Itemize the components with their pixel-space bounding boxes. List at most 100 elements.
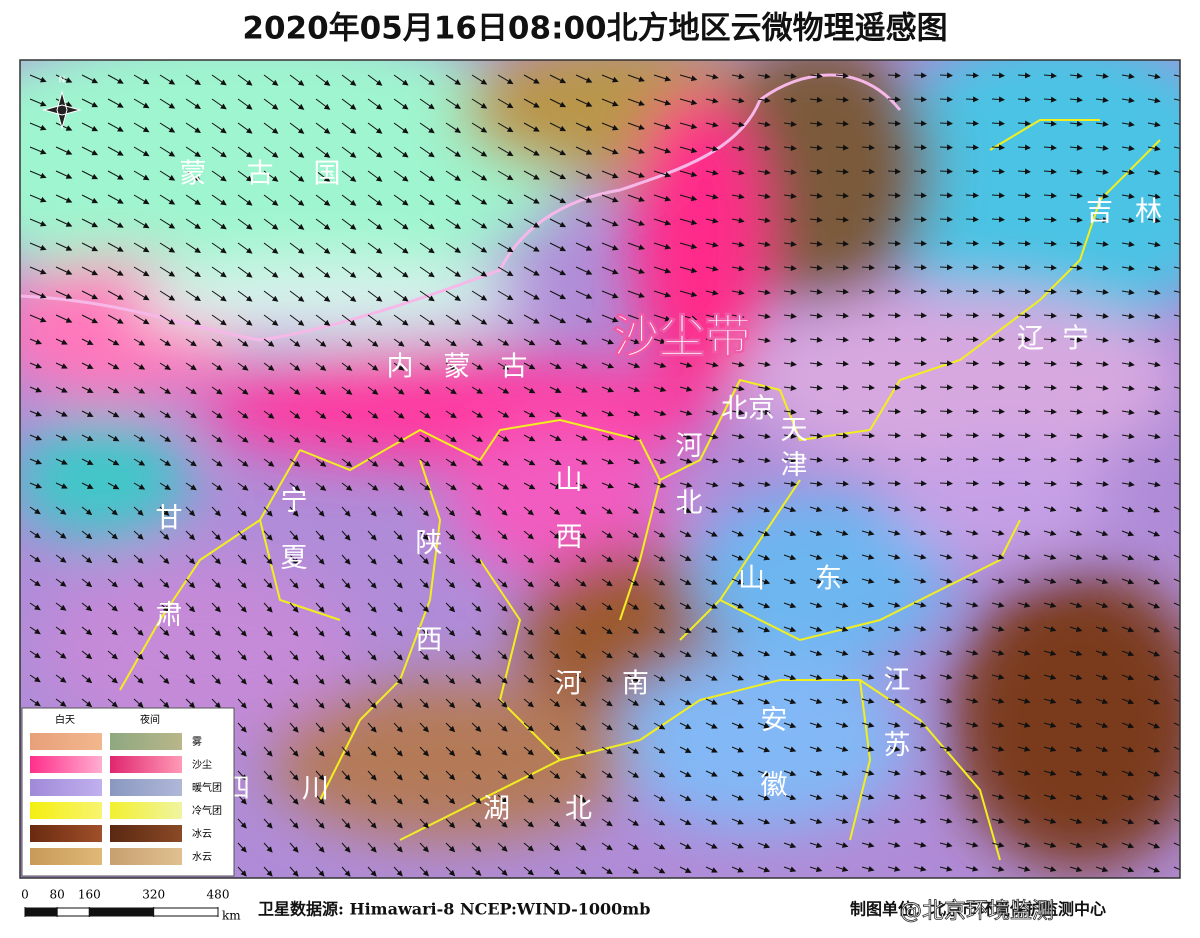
wind-arrow [809, 72, 823, 79]
wind-arrow [419, 362, 431, 371]
wind-arrow [783, 313, 797, 319]
wind-arrow [1147, 97, 1161, 104]
data-source: 卫星数据源: Himawari-8 NCEP:WIND-1000mb [258, 900, 650, 919]
wind-arrow [887, 456, 901, 463]
wind-arrow [627, 98, 645, 106]
wind-arrow [263, 170, 279, 182]
wind-arrow [1017, 529, 1031, 536]
province-label: 湖北 [483, 794, 647, 825]
wind-arrow [341, 122, 357, 134]
wind-arrow [861, 120, 875, 127]
legend-swatch [110, 802, 182, 819]
wind-arrow [497, 506, 508, 516]
wind-arrow [575, 218, 593, 227]
wind-arrow [471, 386, 484, 394]
wind-arrow [939, 264, 953, 271]
wind-arrow [601, 122, 619, 131]
wind-arrow [315, 410, 327, 419]
wind-arrow [653, 482, 667, 489]
legend-item: 暖气团 [192, 781, 222, 794]
wind-arrow [237, 506, 247, 517]
wind-arrow [601, 482, 615, 489]
wind-arrow [419, 266, 435, 278]
wind-arrow [289, 530, 299, 541]
wind-arrow [887, 216, 901, 223]
wind-arrow [601, 554, 613, 563]
wind-arrow [991, 432, 1005, 439]
wind-arrow [705, 169, 719, 176]
wind-arrow [1147, 361, 1161, 368]
wind-arrow [471, 98, 488, 109]
wind-arrow [601, 194, 619, 203]
legend-swatch [110, 733, 182, 750]
wind-arrow [497, 218, 514, 229]
scale-tick-label: 160 [78, 888, 101, 902]
wind-arrow [237, 170, 253, 182]
wind-arrow [211, 290, 227, 302]
wind-arrow [445, 194, 461, 205]
wind-arrow [887, 168, 901, 175]
wind-arrow [211, 554, 221, 565]
wind-arrow [1121, 97, 1135, 104]
wind-arrow [211, 218, 227, 230]
wind-arrow [471, 530, 482, 540]
wind-arrow [159, 242, 176, 253]
wind-arrow [367, 170, 383, 182]
wind-arrow [159, 314, 176, 325]
wind-arrow [497, 386, 510, 394]
wind-arrow [1017, 240, 1031, 247]
wind-arrow [731, 145, 745, 152]
wind-arrow [185, 434, 197, 443]
wind-arrow [523, 266, 540, 276]
wind-arrow [211, 170, 227, 182]
wind-arrow [627, 458, 641, 465]
wind-arrow [913, 432, 927, 439]
wind-arrow [55, 266, 73, 275]
wind-arrow [1095, 554, 1109, 561]
wind-arrow [939, 240, 953, 247]
wind-arrow [445, 338, 457, 347]
wind-arrow [679, 362, 693, 368]
wind-arrow [1043, 530, 1057, 536]
wind-arrow [1043, 456, 1057, 463]
wind-arrow [991, 312, 1005, 319]
wind-arrow [81, 434, 94, 441]
wind-arrow [419, 146, 435, 158]
wind-arrow [731, 409, 745, 416]
wind-arrow [939, 408, 953, 415]
wind-arrow [55, 170, 73, 179]
wind-arrow [237, 458, 249, 467]
wind-arrow [549, 386, 562, 393]
wind-arrow [835, 408, 849, 415]
wind-arrow [497, 242, 514, 253]
wind-arrow [211, 314, 227, 326]
wind-arrow [835, 384, 849, 391]
wind-arrow [29, 458, 42, 465]
wind-arrow [549, 362, 562, 369]
wind-arrow [1017, 144, 1031, 151]
wind-arrow [679, 242, 698, 250]
wind-arrow [809, 530, 823, 537]
wind-arrow [1017, 96, 1031, 103]
wind-arrow [159, 386, 171, 394]
wind-arrow [705, 313, 719, 320]
wind-arrow [367, 218, 383, 230]
wind-arrow [289, 482, 301, 491]
wind-arrow [783, 121, 797, 127]
wind-arrow [731, 73, 745, 80]
wind-arrow [159, 458, 171, 466]
wind-arrow [627, 170, 645, 178]
wind-arrow [1043, 506, 1057, 512]
wind-arrow [471, 482, 484, 490]
wind-arrow [211, 410, 223, 419]
wind-arrow [367, 410, 379, 419]
wind-arrow [393, 242, 409, 254]
wind-arrow [809, 554, 823, 561]
wind-arrow [601, 170, 619, 179]
wind-arrow [419, 386, 431, 395]
wind-arrow [471, 506, 482, 516]
wind-arrow [679, 146, 698, 154]
wind-arrow [783, 506, 797, 513]
wind-arrow [289, 290, 305, 302]
wind-arrow [1147, 169, 1161, 176]
